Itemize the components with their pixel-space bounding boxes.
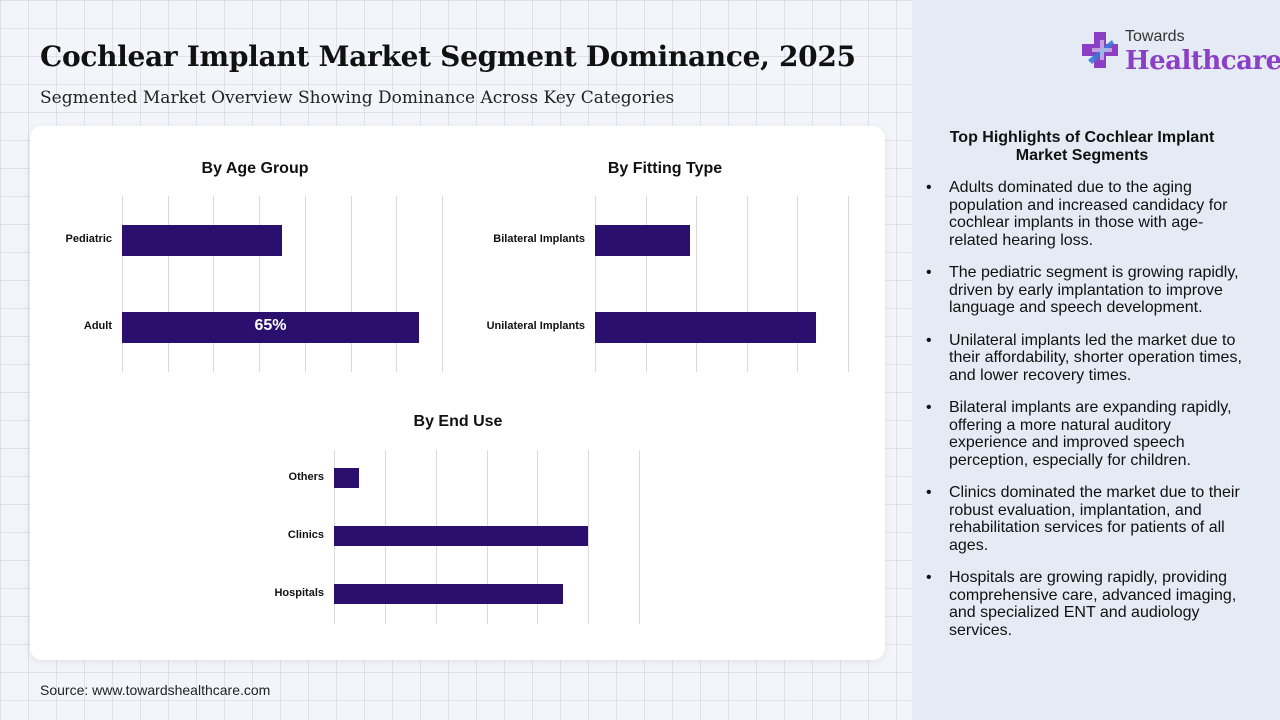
chart-gridline <box>696 196 697 372</box>
chart-gridline <box>396 196 397 372</box>
bar-data-label: 65% <box>254 317 287 334</box>
highlight-text: Adults dominated due to the aging popula… <box>949 179 1228 249</box>
source-text: Source: www.towardshealthcare.com <box>40 682 271 698</box>
chart-title: By Age Group <box>201 160 309 177</box>
highlight-item: • Bilateral implants are expanding rapidl… <box>926 399 1232 469</box>
page-title: Cochlear Implant Market Segment Dominanc… <box>40 40 856 73</box>
chart-bar <box>595 224 690 256</box>
highlight-text: Bilateral implants are expanding rapidly… <box>949 399 1232 469</box>
highlight-item: • Adults dominated due to the aging popul… <box>926 179 1228 249</box>
category-label: Pediatric <box>65 233 112 245</box>
category-label: Adult <box>83 320 112 332</box>
chart-gridline <box>639 450 640 624</box>
chart-gridline <box>747 196 748 372</box>
highlights-title: Top Highlights of Cochlear Implant Marke… <box>949 129 1215 164</box>
towards-healthcare-logo: Towards Healthcare <box>1080 28 1280 78</box>
highlight-text: Clinics dominated the market due to thei… <box>949 484 1240 554</box>
chart-gridline <box>797 196 798 372</box>
logo-text-healthcare: Healthcare <box>1125 46 1280 76</box>
highlight-item: • Clinics dominated the market due to the… <box>926 484 1240 554</box>
chart-gridline <box>848 196 849 372</box>
chart-bar <box>334 526 588 546</box>
chart-gridline <box>259 196 260 372</box>
highlight-item: • The pediatric segment is growing rapidl… <box>926 264 1239 316</box>
highlight-item: • Hospitals are growing rapidly, providin… <box>926 569 1237 639</box>
chart-bar <box>595 311 816 343</box>
chart-bar <box>122 311 419 343</box>
chart-gridline <box>351 196 352 372</box>
category-label: Clinics <box>287 529 324 541</box>
chart-bar <box>334 468 359 488</box>
chart-gridline <box>168 196 169 372</box>
charts-card <box>30 126 885 660</box>
highlight-item: • Unilateral implants led the market due … <box>926 331 1242 384</box>
highlight-text: The pediatric segment is growing rapidly… <box>949 264 1239 316</box>
chart-gridline <box>122 196 123 372</box>
logo-text-towards: Towards <box>1125 28 1185 45</box>
chart-title: By End Use <box>413 413 503 430</box>
highlight-text: Unilateral implants led the market due t… <box>949 331 1242 384</box>
chart-bar <box>334 584 563 604</box>
chart-bar <box>122 224 282 256</box>
chart-gridline <box>646 196 647 372</box>
chart-title: By Fitting Type <box>607 160 723 177</box>
category-label: Bilateral Implants <box>493 233 585 245</box>
category-label: Unilateral Implants <box>486 320 585 332</box>
page-subtitle: Segmented Market Overview Showing Domina… <box>40 88 675 108</box>
chart-gridline <box>213 196 214 372</box>
chart-gridline <box>588 450 589 624</box>
highlights-panel <box>912 0 1280 720</box>
category-label: Others <box>288 471 324 483</box>
chart-gridline <box>305 196 306 372</box>
highlight-text: Hospitals are growing rapidly, providing… <box>949 569 1237 639</box>
highlights-list: • Adults dominated due to the aging popul… <box>922 179 1252 654</box>
chart-gridline <box>595 196 596 372</box>
chart-gridline <box>442 196 443 372</box>
category-label: Hospitals <box>274 587 324 599</box>
medical-cross-icon <box>1082 32 1118 68</box>
